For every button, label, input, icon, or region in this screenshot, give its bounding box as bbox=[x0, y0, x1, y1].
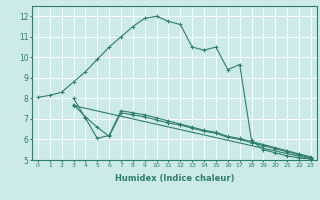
X-axis label: Humidex (Indice chaleur): Humidex (Indice chaleur) bbox=[115, 174, 234, 183]
